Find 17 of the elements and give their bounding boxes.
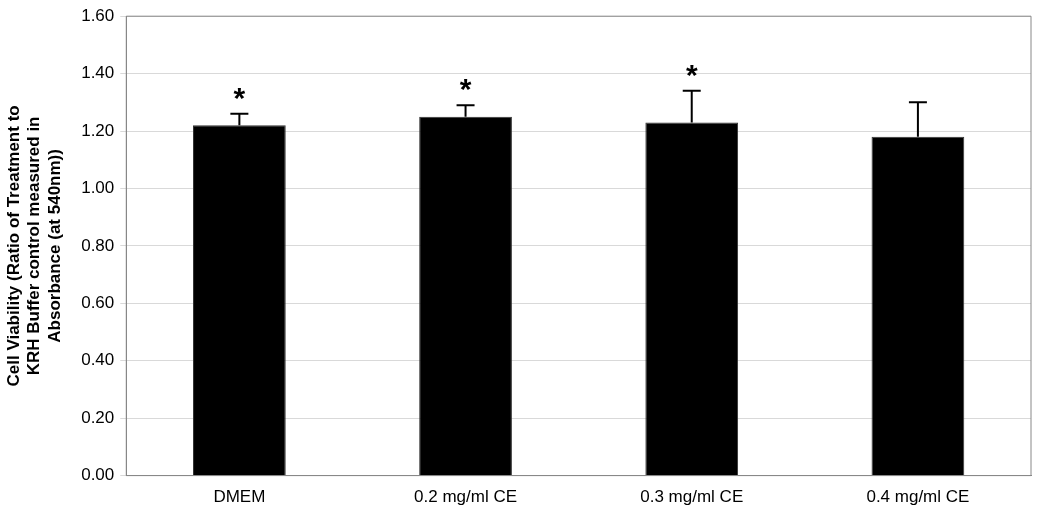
y-axis-title: Cell Viability (Ratio of Treatment to KRH Buffer control measured in Absorbance (at 540nm)) — [3, 105, 64, 387]
y-tick-label: 1.40 — [81, 63, 115, 83]
y-tick-label: 0.60 — [81, 293, 115, 313]
y-tick-label: 1.60 — [81, 5, 115, 25]
y-tick-label: 0.40 — [81, 350, 115, 370]
y-tick-label: 0.00 — [81, 465, 115, 485]
x-tick-label: 0.3 mg/ml CE — [640, 487, 744, 507]
y-tick-label: 1.20 — [81, 120, 115, 140]
x-tick-label: DMEM — [213, 487, 266, 507]
y-tick-label: 0.80 — [81, 235, 115, 255]
annotation: * — [459, 72, 472, 106]
annotation: * — [685, 58, 698, 92]
annotation: * — [233, 81, 246, 115]
y-tick-label: 0.20 — [81, 407, 115, 427]
x-tick-label: 0.4 mg/ml CE — [866, 487, 970, 507]
y-tick-label: 1.00 — [81, 178, 115, 198]
x-tick-label: 0.2 mg/ml CE — [414, 487, 518, 507]
